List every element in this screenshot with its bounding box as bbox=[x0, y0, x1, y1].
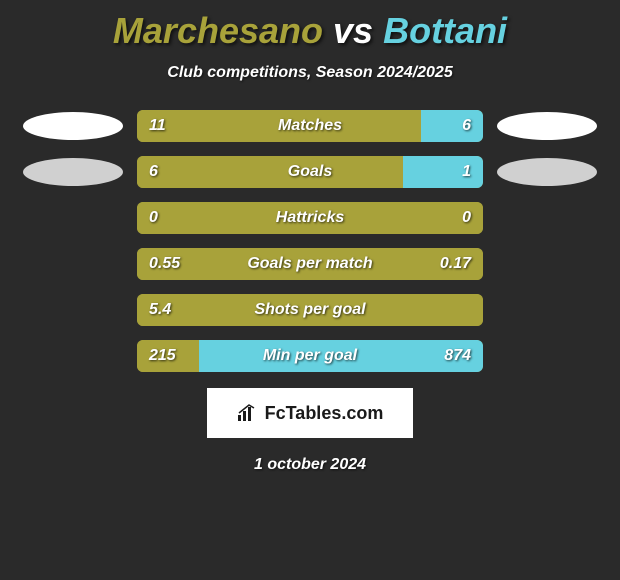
stat-value-left: 215 bbox=[149, 347, 176, 365]
stat-label: Shots per goal bbox=[254, 301, 365, 319]
stat-value-left: 6 bbox=[149, 163, 158, 181]
stat-value-right: 0 bbox=[462, 209, 471, 227]
stat-bar: 11 6 Matches bbox=[137, 110, 483, 142]
stat-row: 6 1 Goals bbox=[0, 156, 620, 188]
stat-label: Min per goal bbox=[263, 347, 357, 365]
comparison-infographic: Marchesano vs Bottani Club competitions,… bbox=[0, 0, 620, 484]
stat-row: 11 6 Matches bbox=[0, 110, 620, 142]
badge-text: FcTables.com bbox=[265, 403, 384, 424]
stat-label: Goals bbox=[288, 163, 332, 181]
stat-row: 5.4 Shots per goal bbox=[0, 294, 620, 326]
indicator-oval-right bbox=[497, 158, 597, 186]
stat-value-left: 0 bbox=[149, 209, 158, 227]
stat-rows: 11 6 Matches 6 1 Goals 0 0 Hattricks 0.55 0.17 Goal… bbox=[0, 110, 620, 372]
date-text: 1 october 2024 bbox=[0, 456, 620, 474]
page-title: Marchesano vs Bottani bbox=[0, 10, 620, 52]
stat-row: 215 874 Min per goal bbox=[0, 340, 620, 372]
footer: FcTables.com 1 october 2024 bbox=[0, 388, 620, 474]
subtitle: Club competitions, Season 2024/2025 bbox=[0, 64, 620, 82]
stat-row: 0.55 0.17 Goals per match bbox=[0, 248, 620, 280]
stat-value-right: 1 bbox=[462, 163, 471, 181]
stat-bar: 6 1 Goals bbox=[137, 156, 483, 188]
stat-value-left: 5.4 bbox=[149, 301, 171, 319]
stat-bar: 5.4 Shots per goal bbox=[137, 294, 483, 326]
title-player2: Bottani bbox=[383, 10, 507, 51]
bar-fill-right bbox=[421, 110, 483, 142]
stat-value-right: 0.17 bbox=[440, 255, 471, 273]
indicator-oval-left bbox=[23, 158, 123, 186]
source-badge: FcTables.com bbox=[207, 388, 413, 438]
stat-value-right: 6 bbox=[462, 117, 471, 135]
stat-row: 0 0 Hattricks bbox=[0, 202, 620, 234]
stat-value-left: 0.55 bbox=[149, 255, 180, 273]
stat-bar: 0 0 Hattricks bbox=[137, 202, 483, 234]
stat-bar: 215 874 Min per goal bbox=[137, 340, 483, 372]
stat-value-right: 874 bbox=[444, 347, 471, 365]
stat-label: Matches bbox=[278, 117, 342, 135]
chart-icon bbox=[237, 404, 259, 422]
indicator-oval-right bbox=[497, 112, 597, 140]
stat-bar: 0.55 0.17 Goals per match bbox=[137, 248, 483, 280]
indicator-oval-left bbox=[23, 112, 123, 140]
stat-label: Goals per match bbox=[247, 255, 372, 273]
bar-fill-left bbox=[137, 156, 403, 188]
title-player1: Marchesano bbox=[113, 10, 323, 51]
stat-label: Hattricks bbox=[276, 209, 344, 227]
title-vs: vs bbox=[333, 10, 373, 51]
stat-value-left: 11 bbox=[149, 117, 166, 135]
